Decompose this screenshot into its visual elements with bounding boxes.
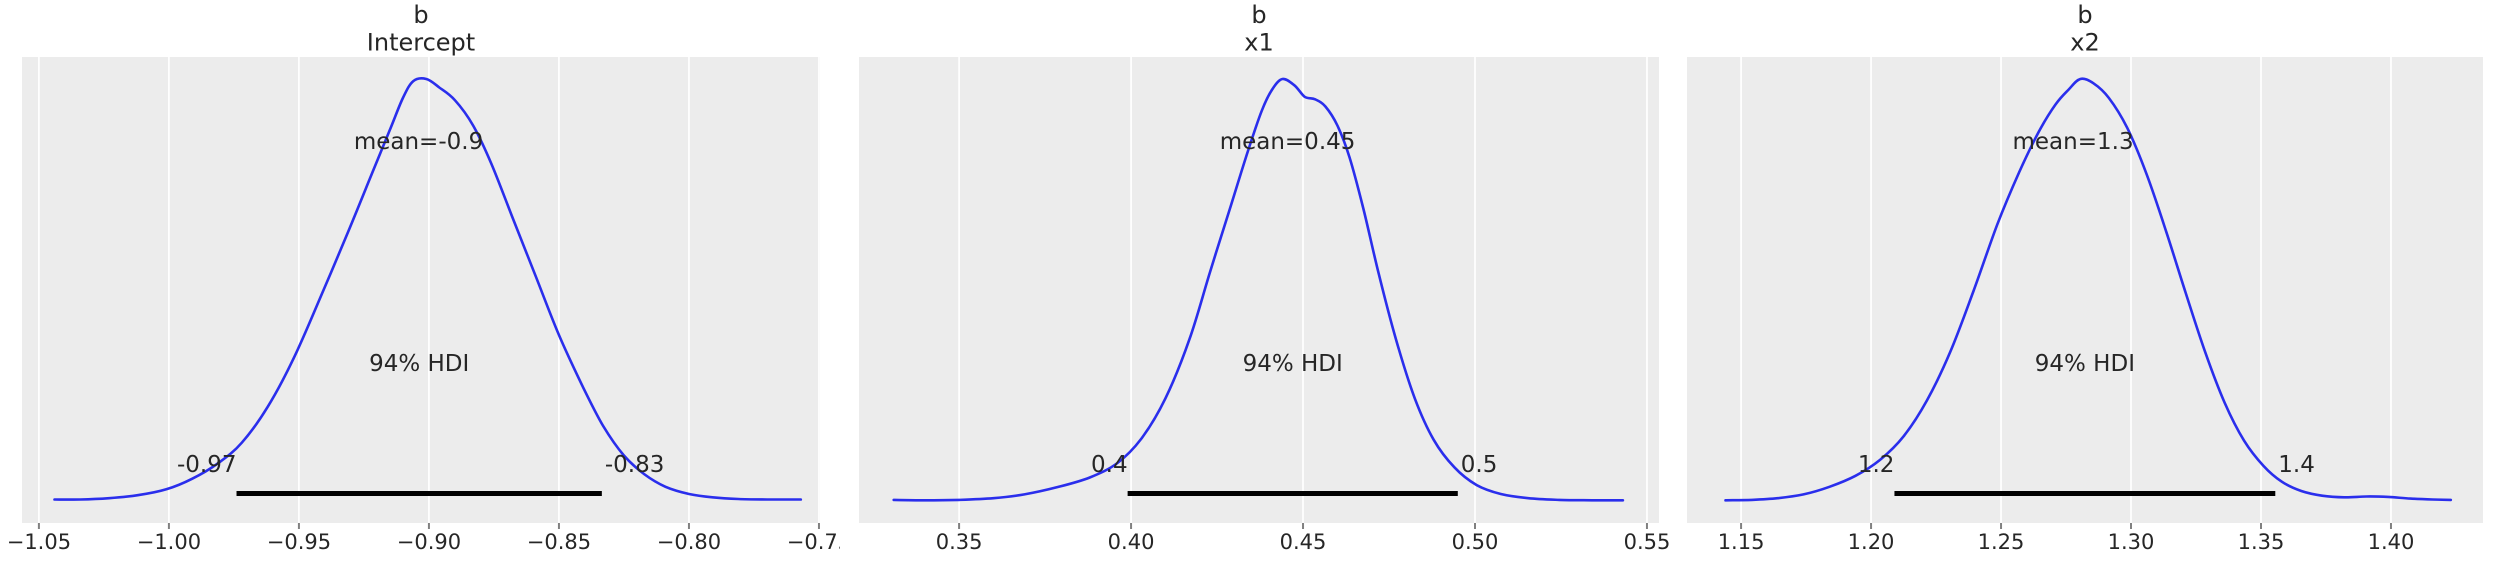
x-tick-label: 0.55 (1624, 530, 1671, 554)
mean-annotation: mean=-0.9 (354, 129, 483, 155)
x-tick-label: 1.35 (2238, 530, 2285, 554)
posterior-panel-x2: 1.15 1.20 1.25 1.30 1.35 1.40 bx2 mean=1.3 94% H… (1687, 1, 2483, 554)
x-tick-label: −0.75 (787, 530, 840, 554)
panel-title-group: b (1251, 1, 1266, 29)
kde-curve (53, 77, 803, 501)
x-tick-label: 0.40 (1108, 530, 1155, 554)
hdi-probability-annotation: 94% HDI (2035, 351, 2135, 377)
hdi-lower-bound-label: 1.2 (1858, 452, 1895, 478)
mean-annotation: mean=0.45 (1220, 129, 1356, 155)
x-tick-label: −0.95 (267, 530, 331, 554)
panel-title-group: b (2077, 1, 2092, 29)
x-tick-label: 1.20 (1848, 530, 1895, 554)
posterior-panel-intercept: −1.05 −1.00 −0.95 −0.90 −0.85 −0.80 −0.75 bInte… (7, 1, 840, 554)
panel-title-variable: x1 (1244, 29, 1273, 57)
x-tick-label: 0.50 (1452, 530, 1499, 554)
x-tick-label: 0.35 (936, 530, 983, 554)
hdi-lower-bound-label: 0.4 (1091, 452, 1128, 478)
hdi-probability-annotation: 94% HDI (1243, 351, 1343, 377)
mean-annotation: mean=1.3 (2013, 129, 2134, 155)
x-tick-label: 0.45 (1280, 530, 1327, 554)
x-tick-label: 1.30 (2108, 530, 2155, 554)
hdi-upper-bound-label: 1.4 (2278, 452, 2315, 478)
plot-area (859, 57, 1659, 523)
x-tick-label: −0.85 (527, 530, 591, 554)
x-tick-label: −0.80 (657, 530, 721, 554)
x-tick-label: −0.90 (397, 530, 461, 554)
kde-curve (892, 77, 1625, 502)
x-tick-label: 1.40 (2368, 530, 2415, 554)
panel-title-group: b (413, 1, 428, 29)
hdi-upper-bound-label: 0.5 (1461, 452, 1498, 478)
x-tick-label: −1.05 (7, 530, 71, 554)
hdi-lower-bound-label: -0.97 (177, 452, 237, 478)
panel-title-variable: Intercept (367, 29, 475, 57)
x-tick-label: 1.15 (1718, 530, 1765, 554)
kde-curve (1724, 77, 2453, 502)
posterior-panel-x1: 0.35 0.40 0.45 0.50 0.55 bx1 mean=0.45 94% HDI 0… (859, 1, 1671, 554)
plot-area (22, 57, 820, 523)
hdi-probability-annotation: 94% HDI (369, 351, 469, 377)
x-tick-label: −1.00 (137, 530, 201, 554)
x-tick-label: 1.25 (1978, 530, 2025, 554)
plot-area (1687, 57, 2483, 523)
panel-title-variable: x2 (2070, 29, 2099, 57)
hdi-upper-bound-label: -0.83 (605, 452, 665, 478)
